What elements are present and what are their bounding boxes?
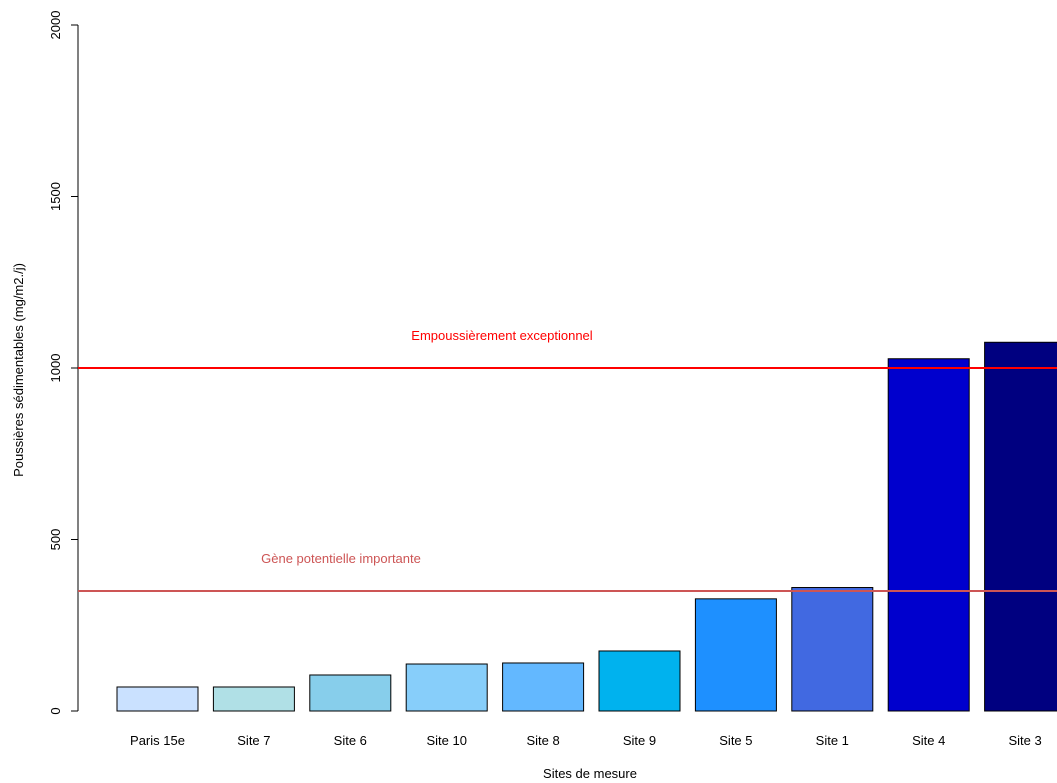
y-axis-title: Poussières sédimentables (mg/m2./j) — [11, 263, 26, 477]
bar — [212, 686, 295, 712]
x-tick-label: Site 5 — [719, 733, 752, 748]
reference-lines: Empoussièrement exceptionnel Gène potenti… — [78, 328, 1057, 592]
x-axis-title: Sites de mesure — [543, 766, 637, 781]
y-tick-label: 1000 — [48, 354, 63, 383]
bar — [309, 674, 392, 712]
bar — [405, 663, 488, 712]
y-tick-label: 1500 — [48, 182, 63, 211]
y-tick-label: 500 — [48, 529, 63, 551]
reference-line-label: Gène potentielle importante — [261, 551, 421, 566]
y-tick-label: 2000 — [48, 11, 63, 40]
x-tick-label: Site 8 — [526, 733, 559, 748]
x-tick-label: Site 4 — [912, 733, 945, 748]
x-tick-label: Site 3 — [1008, 733, 1041, 748]
bar — [984, 341, 1057, 712]
x-tick-label: Site 6 — [334, 733, 367, 748]
bar — [791, 587, 874, 712]
y-axis: 0 500 1000 1500 2000 — [48, 11, 79, 715]
y-tick-label: 0 — [48, 707, 63, 714]
x-tick-label: Site 10 — [426, 733, 466, 748]
bar — [502, 662, 585, 712]
bar — [694, 598, 777, 712]
x-tick-label: Paris 15e — [130, 733, 185, 748]
bar — [598, 650, 681, 712]
x-tick-label: Site 9 — [623, 733, 656, 748]
x-tick-label: Site 7 — [237, 733, 270, 748]
bar — [116, 686, 199, 712]
x-tick-labels: Paris 15e Site 7 Site 6 Site 10 Site 8 Site 9… — [130, 733, 1042, 748]
bars — [116, 341, 1057, 712]
reference-line-label: Empoussièrement exceptionnel — [411, 328, 592, 343]
bar — [887, 358, 970, 712]
x-tick-label: Site 1 — [816, 733, 849, 748]
